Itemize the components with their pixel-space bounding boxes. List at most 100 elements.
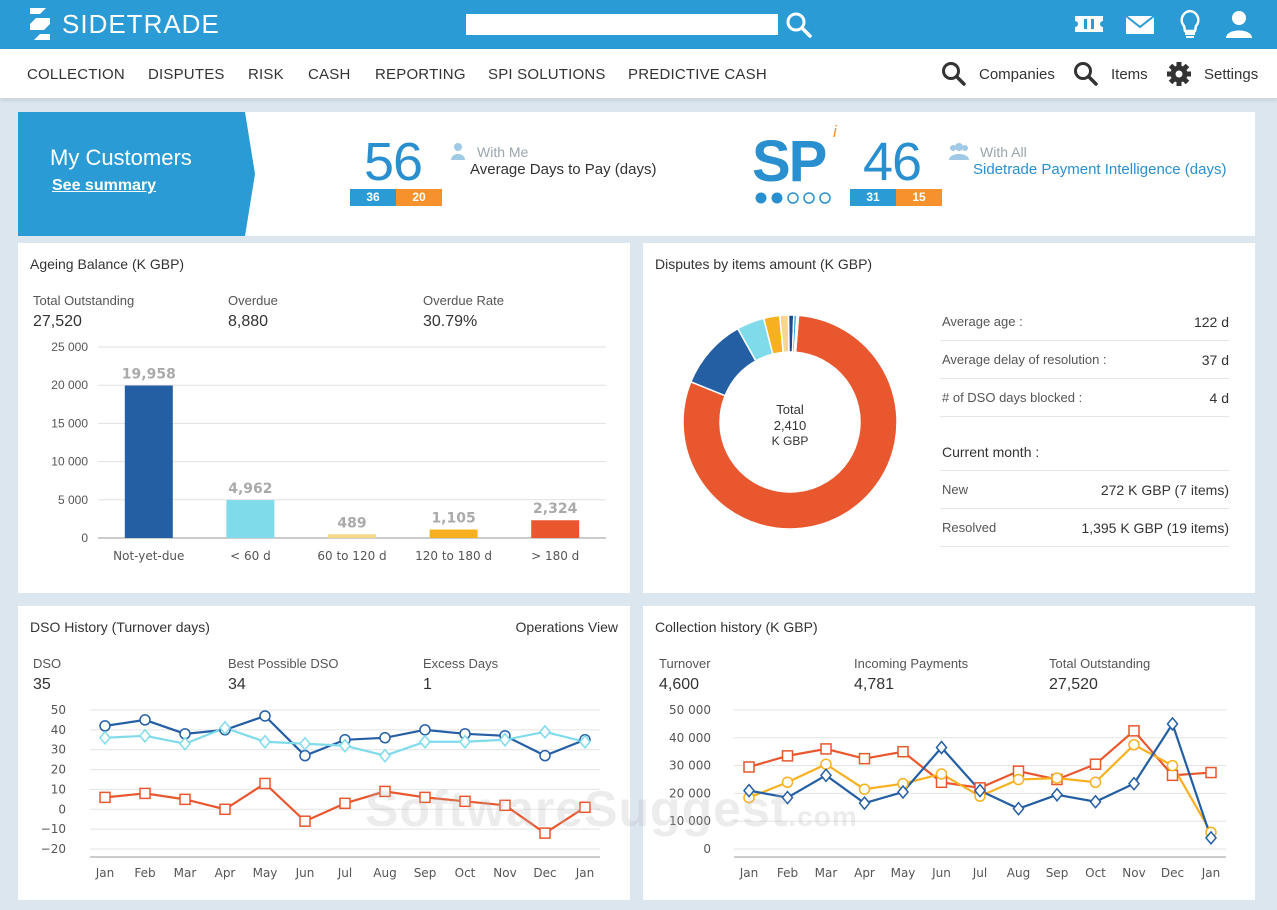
data-point xyxy=(379,732,391,744)
bar[interactable] xyxy=(226,500,275,538)
collection-line-chart: 0 10 000 20 000 30 000 40 000 50 000 Jan Feb Mar… xyxy=(669,703,1226,880)
excess-days-label: Excess Days xyxy=(423,656,499,671)
watermark-suffix: .com xyxy=(788,801,858,832)
x-tick-label: < 60 d xyxy=(230,549,271,563)
data-point xyxy=(1089,758,1102,770)
data-point xyxy=(219,720,231,736)
data-point xyxy=(539,827,551,839)
data-point xyxy=(1089,776,1102,789)
data-point xyxy=(1012,801,1025,816)
nav-predictive-cash[interactable]: PREDICTIVE CASH xyxy=(628,66,767,83)
data-point xyxy=(219,803,231,816)
data-point xyxy=(1051,772,1063,784)
disputes-panel: Disputes by items amount (K GBP) xyxy=(643,243,1255,593)
with-me-label: With Me xyxy=(477,144,529,160)
bar[interactable] xyxy=(124,385,173,538)
data-point xyxy=(935,740,948,755)
new-disputes-label: New xyxy=(942,482,969,497)
search-companies-icon[interactable] xyxy=(941,61,967,87)
data-point xyxy=(179,793,191,806)
y-tick-label: 30 xyxy=(51,743,66,757)
nav-spi-solutions[interactable]: SPI SOLUTIONS xyxy=(488,66,606,83)
overdue-label: Overdue xyxy=(228,293,278,308)
y-tick-label: 25 000 xyxy=(51,340,88,354)
user-icon[interactable] xyxy=(1223,9,1255,39)
bar[interactable] xyxy=(328,534,376,538)
divider xyxy=(940,416,1229,417)
y-tick-label: 5 000 xyxy=(58,493,88,507)
donut-slice[interactable] xyxy=(682,314,898,530)
group-icon xyxy=(949,143,969,160)
dso-title: DSO History (Turnover days) xyxy=(30,619,210,635)
best-possible-dso-value: 34 xyxy=(228,676,246,693)
x-tick-label: 60 to 120 d xyxy=(317,549,386,563)
y-tick-label: −10 xyxy=(41,822,66,836)
donut-center-unit: K GBP xyxy=(771,434,809,448)
sidetrade-logo[interactable]: SIDETRADE xyxy=(24,4,220,44)
y-tick-label: 10 xyxy=(51,782,66,796)
ticket-icon[interactable] xyxy=(1073,9,1105,39)
turnover-value: 4,600 xyxy=(659,676,700,693)
lightbulb-icon[interactable] xyxy=(1174,9,1206,39)
x-tick-label: Sep xyxy=(414,866,437,880)
data-point xyxy=(419,791,431,804)
data-point xyxy=(1205,830,1217,846)
data-point xyxy=(1128,776,1140,791)
incoming-payments-label: Incoming Payments xyxy=(854,656,969,671)
y-tick-label: 50 000 xyxy=(669,703,711,717)
overdue-rate-label: Overdue Rate xyxy=(423,293,504,308)
best-possible-dso-label: Best Possible DSO xyxy=(228,656,339,671)
bar[interactable] xyxy=(429,529,478,538)
operations-view-link[interactable]: Operations View xyxy=(515,619,618,635)
nav-risk[interactable]: RISK xyxy=(248,66,284,83)
bar-value-label: 1,105 xyxy=(431,511,475,527)
nav-disputes[interactable]: DISPUTES xyxy=(148,66,225,83)
gear-icon[interactable] xyxy=(1166,61,1192,87)
items-link[interactable]: Items xyxy=(1111,66,1148,83)
total-outstanding-value: 27,520 xyxy=(33,313,82,330)
search-items-icon[interactable] xyxy=(1073,61,1099,87)
watermark: SoftwareSuggest.com xyxy=(365,780,858,838)
x-tick-label: Jul xyxy=(337,866,352,880)
x-tick-label: May xyxy=(891,866,916,880)
x-tick-label: Aug xyxy=(1007,866,1030,880)
incoming-payments-value: 4,781 xyxy=(854,676,895,693)
ageing-balance-panel: Ageing Balance (K GBP) Total Outstanding… xyxy=(18,243,630,593)
see-summary-link[interactable]: See summary xyxy=(52,177,157,194)
y-tick-label: 15 000 xyxy=(51,416,88,430)
new-disputes-value: 272 K GBP (7 items) xyxy=(1100,482,1229,498)
search-icon[interactable] xyxy=(785,11,813,39)
dso-label: DSO xyxy=(33,656,62,671)
brand-name: SIDETRADE xyxy=(62,8,220,39)
sp-logo: SP xyxy=(752,129,827,194)
search-input[interactable] xyxy=(466,14,778,35)
data-point xyxy=(339,797,351,810)
companies-link[interactable]: Companies xyxy=(979,66,1055,83)
turnover-label: Turnover xyxy=(659,656,711,671)
y-tick-label: 20 000 xyxy=(669,786,711,800)
data-point xyxy=(419,724,431,736)
data-point xyxy=(1205,766,1217,779)
y-tick-label: 50 xyxy=(51,703,66,717)
resolved-disputes-value: 1,395 K GBP (19 items) xyxy=(1081,520,1229,536)
data-point xyxy=(99,791,111,804)
bar[interactable] xyxy=(531,520,580,538)
data-point xyxy=(781,776,794,789)
my-customers-tab xyxy=(18,112,255,236)
x-tick-label: Apr xyxy=(854,866,875,880)
settings-link[interactable]: Settings xyxy=(1204,66,1259,83)
with-all-description[interactable]: Sidetrade Payment Intelligence (days) xyxy=(973,161,1227,178)
mail-icon[interactable] xyxy=(1124,9,1156,39)
nav-cash[interactable]: CASH xyxy=(308,66,351,83)
average-age-label: Average age : xyxy=(942,314,1023,329)
y-tick-label: 10 000 xyxy=(669,814,711,828)
nav-reporting[interactable]: REPORTING xyxy=(375,66,466,83)
nav-collection[interactable]: COLLECTION xyxy=(27,66,125,83)
dso-line-chart: −20 −10 0 10 20 30 40 50 Jan Feb Mar Apr May Jun Jul Au… xyxy=(41,703,600,880)
data-point xyxy=(858,752,871,765)
data-point xyxy=(1128,739,1140,751)
donut-slice[interactable] xyxy=(793,314,800,354)
person-icon xyxy=(451,143,465,160)
data-point xyxy=(99,730,111,745)
total-outstanding-label: Total Outstanding xyxy=(33,293,135,308)
